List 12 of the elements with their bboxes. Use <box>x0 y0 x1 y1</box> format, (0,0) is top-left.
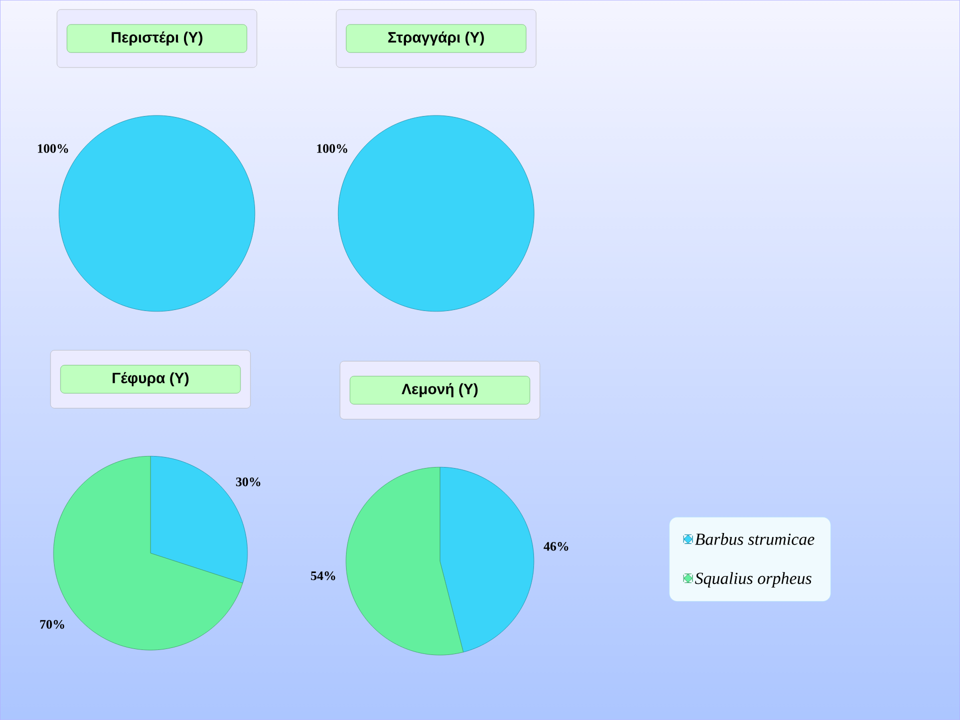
chart-title: Περιστέρι (Υ) <box>112 31 202 46</box>
legend-label: Barbus strumicae <box>694 532 814 545</box>
data-label: 100% <box>38 144 68 153</box>
data-label: 54% <box>310 571 336 580</box>
legend-label: Squalius orpheus <box>695 572 812 588</box>
chart-title: Στραγγάρι (Υ) <box>388 31 484 46</box>
chart-title: Λεμονή (Υ) <box>402 383 478 398</box>
data-label: 46% <box>544 542 568 551</box>
data-label: 30% <box>236 477 260 486</box>
data-label: 70% <box>40 620 64 629</box>
data-label: 100% <box>317 144 348 153</box>
chart-title: Γέφυρα (Υ) <box>112 372 189 386</box>
